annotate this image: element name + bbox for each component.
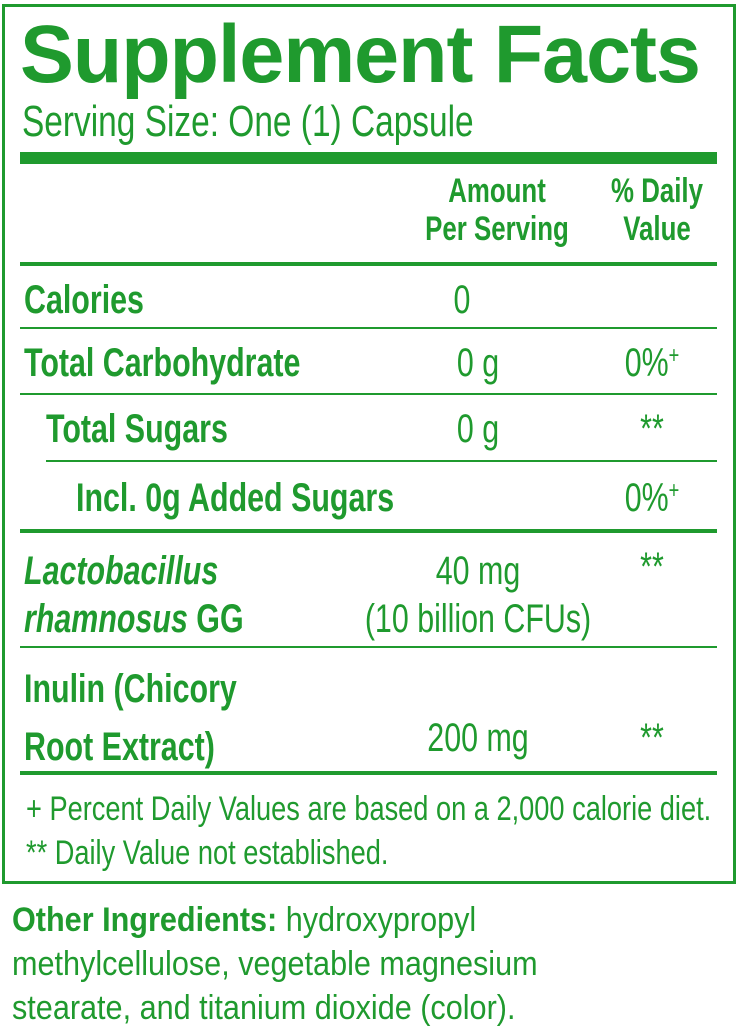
divider: [20, 393, 717, 395]
dv-value: 0%: [624, 341, 669, 385]
thick-divider: [20, 529, 717, 533]
amount-value: 40 mg: [435, 549, 521, 593]
other-ingredients-text: methylcellulose, vegetable magnesium: [12, 945, 538, 984]
ingredient-name-line2: Root Extract): [24, 725, 215, 769]
dv-header-line1: % Daily: [611, 172, 703, 210]
amount-header: Amount Per Serving: [425, 172, 569, 248]
row-name: Incl. 0g Added Sugars: [76, 476, 395, 520]
other-ingredients-label: Other Ingredients:: [12, 901, 278, 939]
footnote: + Percent Daily Values are based on a 2,…: [26, 790, 712, 828]
row-amount: 200 mg: [427, 716, 529, 760]
thick-divider: [20, 152, 717, 164]
other-ingredients: Other Ingredients: hydroxypropyl methylc…: [12, 898, 538, 1031]
footnote-mark: +: [668, 341, 680, 369]
dv-value: 0%: [624, 476, 669, 520]
row-amount: 40 mg (10 billion CFUs): [365, 547, 591, 643]
row-amount: 0: [453, 278, 471, 322]
row-name: Total Sugars: [46, 407, 228, 451]
row-dv: 0%+: [625, 343, 680, 383]
row-dv: **: [640, 545, 664, 589]
ingredient-name-line1: Inulin (Chicory: [24, 667, 237, 711]
other-ingredients-text: stearate, and titanium dioxide (color).: [12, 989, 516, 1028]
amount-detail: (10 billion CFUs): [364, 597, 592, 641]
dv-header-line2: Value: [623, 210, 691, 249]
row-amount: 0 g: [456, 407, 500, 451]
row-dv: **: [640, 716, 664, 760]
row-dv: **: [640, 407, 664, 451]
row-name: Inulin (Chicory Root Extract): [24, 660, 237, 776]
ingredient-name-italic: Lactobacillus: [24, 549, 219, 593]
divider: [46, 460, 717, 462]
amount-header-line2: Per Serving: [425, 210, 569, 249]
supplement-facts-panel: [2, 4, 736, 884]
other-ingredients-text: hydroxypropyl: [277, 901, 477, 939]
daily-value-header: % Daily Value: [611, 172, 703, 248]
thick-divider: [20, 771, 717, 775]
footnote-mark: +: [668, 476, 680, 504]
divider: [20, 262, 717, 266]
divider: [20, 646, 717, 648]
amount-header-line1: Amount: [448, 172, 546, 210]
ingredient-name-italic: rhamnosus: [24, 597, 188, 641]
serving-size: Serving Size: One (1) Capsule: [22, 97, 474, 146]
ingredient-name-suffix: GG: [187, 597, 244, 641]
row-name: Total Carbohydrate: [24, 341, 301, 385]
row-name: Lactobacillus rhamnosus GG: [24, 547, 244, 643]
row-amount: 0 g: [456, 341, 500, 385]
row-dv: 0%+: [625, 478, 680, 518]
divider: [20, 327, 717, 329]
footnote: ** Daily Value not established.: [26, 834, 389, 872]
panel-title: Supplement Facts: [20, 9, 701, 100]
row-name: Calories: [24, 278, 144, 322]
